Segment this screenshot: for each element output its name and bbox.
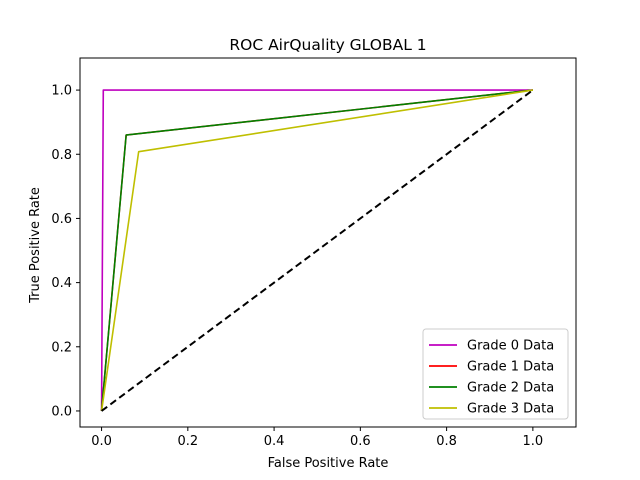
y-tick-label: 0.8 xyxy=(51,148,72,163)
legend-label: Grade 1 Data xyxy=(467,360,554,375)
axes-frame xyxy=(79,57,577,428)
roc-line-grade-2-data xyxy=(100,89,533,412)
legend-label: Grade 2 Data xyxy=(467,381,554,396)
x-tick-label: 0.2 xyxy=(177,434,198,449)
x-tick-label: 0.8 xyxy=(436,434,457,449)
x-tick-label: 0.4 xyxy=(264,434,285,449)
plot-area: 0.0 0.2 0.4 0.6 0.8 1.0 0.0 0.2 0.4 0.6 0.8 1.0 Grad… xyxy=(51,57,577,449)
y-tick-label: 0.4 xyxy=(51,276,72,291)
reference-diagonal-line xyxy=(100,89,534,412)
y-tick-label: 0.2 xyxy=(51,340,72,355)
x-tick-label: 1.0 xyxy=(523,434,544,449)
x-axis-label: False Positive Rate xyxy=(268,456,389,471)
y-tick-label: 0.6 xyxy=(51,212,72,227)
x-tick-label: 0.0 xyxy=(91,434,112,449)
chart-title: ROC AirQuality GLOBAL 1 xyxy=(229,36,426,54)
x-tick-label: 0.6 xyxy=(350,434,371,449)
roc-line-grade-3-data xyxy=(100,89,533,412)
legend-label: Grade 3 Data xyxy=(467,402,554,417)
legend-box xyxy=(422,328,569,420)
roc-line-grade-0-data xyxy=(100,89,533,411)
y-axis-label: True Positive Rate xyxy=(28,187,43,304)
legend-label: Grade 0 Data xyxy=(467,339,554,354)
y-tick-label: 1.0 xyxy=(51,84,72,99)
y-tick-label: 0.0 xyxy=(51,404,72,419)
